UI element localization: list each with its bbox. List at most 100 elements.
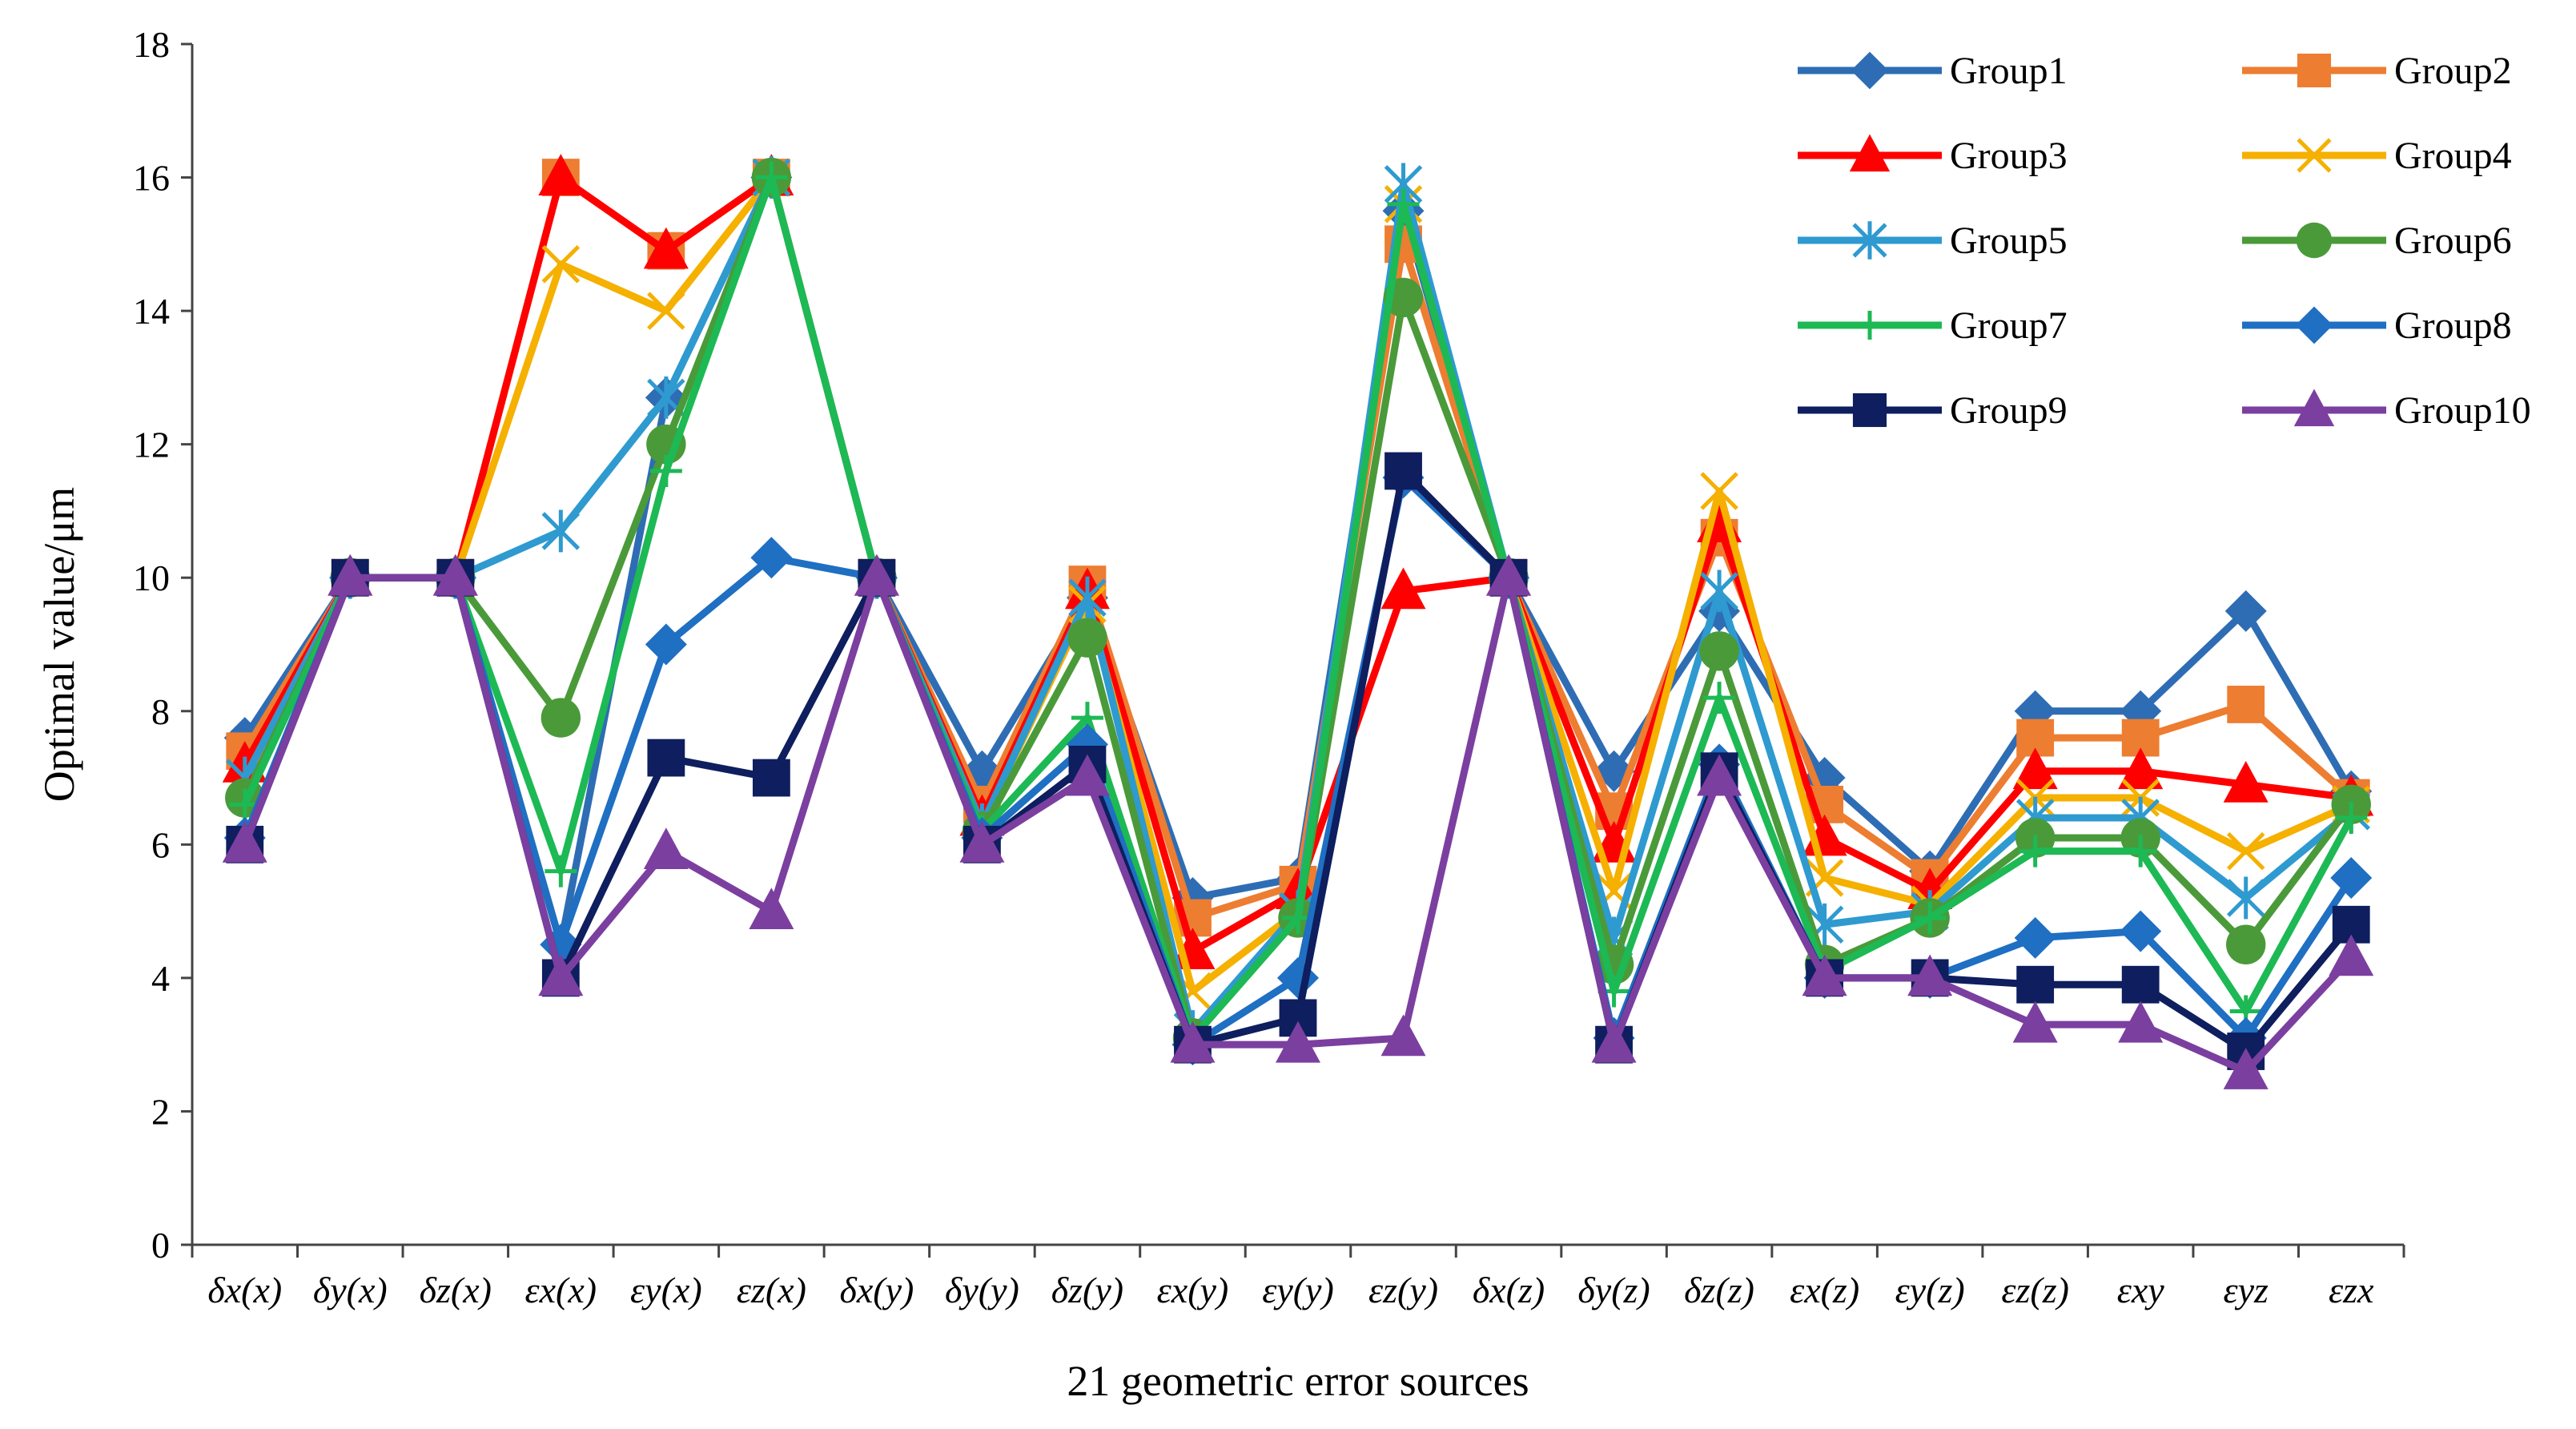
x-tick-label: δz(x) xyxy=(420,1270,492,1310)
legend-item-group6: Group6 xyxy=(2242,219,2512,262)
data-point xyxy=(2226,924,2266,964)
data-point xyxy=(1700,472,1738,510)
data-point xyxy=(1699,631,1739,671)
data-point xyxy=(1486,553,1532,596)
legend-label: Group10 xyxy=(2394,389,2531,432)
legend-label: Group9 xyxy=(1950,389,2068,432)
x-tick-label: εx(y) xyxy=(1157,1270,1229,1310)
data-point xyxy=(1907,954,1953,996)
data-point xyxy=(643,227,689,269)
legend: Group1 Group2 Group3 Group4 Group5 Group6 Grou… xyxy=(1798,50,2531,432)
data-point xyxy=(2335,802,2368,835)
legend-marker xyxy=(1852,392,1887,428)
legend-label: Group3 xyxy=(1950,135,2068,177)
data-point xyxy=(645,623,687,666)
x-tick-label: δx(x) xyxy=(207,1270,282,1310)
axes: 0 2 4 6 8 10 12 14 16 18 δx(x) δy(x) δz(x) εx(x) εy(x)… xyxy=(133,24,2405,1310)
x-tick-label: δy(y) xyxy=(945,1270,1019,1310)
data-point xyxy=(2329,934,2374,976)
legend-item-group4: Group4 xyxy=(2242,135,2512,177)
y-tick-label: 0 xyxy=(151,1225,170,1266)
x-tick-label: δy(z) xyxy=(1577,1270,1650,1310)
x-tick-label: εz(x) xyxy=(737,1270,806,1310)
data-point xyxy=(328,553,373,596)
data-point xyxy=(222,820,267,863)
data-point xyxy=(1700,570,1738,613)
data-point xyxy=(2124,835,2157,867)
data-point xyxy=(1591,1020,1637,1063)
legend-item-group5: Group5 xyxy=(1798,219,2068,262)
legend-marker xyxy=(2297,138,2332,173)
y-tick-label: 14 xyxy=(133,291,170,332)
x-tick-label: εy(y) xyxy=(1262,1270,1334,1310)
data-point xyxy=(647,739,685,777)
legend-marker xyxy=(1852,221,1887,260)
data-point xyxy=(1068,576,1107,619)
data-point xyxy=(1380,1014,1426,1057)
legend-item-group2: Group2 xyxy=(2242,50,2512,92)
legend-marker xyxy=(2295,306,2333,344)
data-point xyxy=(2330,856,2373,899)
data-point xyxy=(750,537,793,579)
data-point xyxy=(1914,901,1947,934)
data-point xyxy=(541,509,581,553)
y-tick-label: 4 xyxy=(151,958,170,999)
data-point xyxy=(2226,831,2265,871)
x-tick-label: εy(z) xyxy=(1895,1270,1965,1310)
data-point xyxy=(2120,910,2162,952)
data-point xyxy=(541,245,581,284)
series-group10 xyxy=(222,553,2374,1089)
x-tick-label: εxy xyxy=(2117,1270,2165,1310)
legend-item-group3: Group3 xyxy=(1798,134,2068,177)
x-tick-label: δz(z) xyxy=(1684,1270,1754,1310)
data-point xyxy=(1067,618,1107,658)
y-tick-label: 6 xyxy=(151,824,170,865)
x-tick-label: εyz xyxy=(2223,1270,2269,1310)
data-point xyxy=(2012,1000,2058,1043)
legend-label: Group2 xyxy=(2394,50,2512,92)
data-point xyxy=(432,553,478,596)
data-point xyxy=(854,553,899,596)
y-tick-label: 8 xyxy=(151,691,170,732)
x-tick-label: δz(y) xyxy=(1051,1270,1123,1310)
data-point xyxy=(1380,567,1426,610)
data-point xyxy=(749,888,794,930)
data-point xyxy=(1802,954,1847,996)
data-point xyxy=(538,954,584,996)
legend-label: Group1 xyxy=(1950,50,2068,92)
legend-label: Group7 xyxy=(1950,304,2068,347)
data-point xyxy=(2227,686,2265,723)
data-point xyxy=(1064,754,1110,796)
data-point xyxy=(538,154,584,195)
legend-marker xyxy=(2297,53,2332,88)
data-point xyxy=(2226,876,2265,920)
legend-marker xyxy=(2296,222,2333,259)
y-tick-label: 16 xyxy=(133,158,170,199)
data-point xyxy=(2118,747,2164,790)
data-point xyxy=(1697,754,1742,796)
data-point xyxy=(1277,956,1319,999)
x-tick-label: εz(z) xyxy=(2001,1270,2069,1310)
legend-item-group9: Group9 xyxy=(1798,389,2068,432)
x-tick-label: δy(x) xyxy=(313,1270,388,1310)
x-tick-label: δx(y) xyxy=(839,1270,914,1310)
legend-label: Group5 xyxy=(1950,219,2068,262)
data-point xyxy=(2224,590,2267,632)
data-point xyxy=(2014,916,2056,959)
series-layer xyxy=(222,154,2374,1089)
data-point xyxy=(2118,1000,2164,1043)
legend-item-group1: Group1 xyxy=(1798,50,2068,92)
data-point xyxy=(1384,452,1422,490)
x-tick-label: εx(x) xyxy=(525,1270,597,1310)
legend-marker xyxy=(1855,311,1884,340)
y-tick-label: 18 xyxy=(133,24,170,65)
x-tick-label: εzx xyxy=(2329,1270,2374,1310)
legend-item-group8: Group8 xyxy=(2242,304,2512,347)
y-tick-label: 10 xyxy=(133,558,170,598)
data-point xyxy=(541,698,581,738)
x-tick-label: εx(z) xyxy=(1790,1270,1859,1310)
y-tick-label: 2 xyxy=(151,1091,170,1132)
legend-item-group7: Group7 xyxy=(1798,304,2068,347)
data-point xyxy=(1276,1020,1320,1063)
